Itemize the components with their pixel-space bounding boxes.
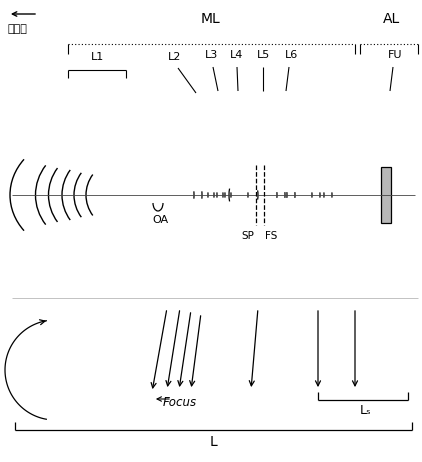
Text: L1: L1 <box>90 52 104 62</box>
Text: 物体側: 物体側 <box>7 24 27 34</box>
Text: OA: OA <box>152 215 168 225</box>
Text: L: L <box>210 435 217 449</box>
Text: L6: L6 <box>284 50 298 60</box>
Text: Focus: Focus <box>163 396 197 409</box>
Text: SP: SP <box>241 231 254 241</box>
Text: AL: AL <box>383 12 400 26</box>
Text: L5: L5 <box>257 50 271 60</box>
Text: L3: L3 <box>206 50 219 60</box>
Text: FS: FS <box>265 231 277 241</box>
Text: L4: L4 <box>230 50 243 60</box>
Text: Lₛ: Lₛ <box>360 404 372 417</box>
Text: FU: FU <box>388 50 402 60</box>
Text: L2: L2 <box>168 52 182 62</box>
Bar <box>381 167 391 223</box>
Text: ML: ML <box>200 12 220 26</box>
